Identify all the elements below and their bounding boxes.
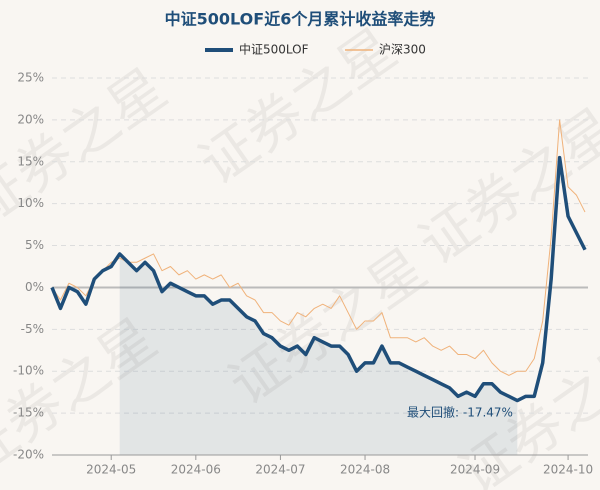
y-tick-label: 25% <box>17 71 44 85</box>
y-tick-label: 0% <box>25 280 44 294</box>
x-tick-label: 2024-08 <box>340 463 390 477</box>
y-tick-label: 5% <box>25 238 44 252</box>
legend-label: 中证500LOF <box>239 42 309 57</box>
chart-title: 中证500LOF近6个月累计收益率走势 <box>165 10 436 29</box>
series-line <box>50 155 587 403</box>
x-tick-label: 2024-05 <box>86 463 136 477</box>
series-line <box>51 119 586 376</box>
x-tick-label: 2024-10 <box>543 463 593 477</box>
legend-label: 沪深300 <box>379 43 426 57</box>
x-tick-label: 2024-07 <box>255 463 305 477</box>
y-tick-label: -5% <box>21 322 44 336</box>
drawdown-area <box>119 253 518 455</box>
x-tick-label: 2024-06 <box>171 463 221 477</box>
y-tick-label: 15% <box>17 154 44 168</box>
y-tick-label: -10% <box>13 364 44 378</box>
y-tick-label: -15% <box>13 406 44 420</box>
y-tick-label: 20% <box>17 112 44 126</box>
x-tick-label: 2024-09 <box>450 463 500 477</box>
y-tick-label: 10% <box>17 196 44 210</box>
drawdown-label: 最大回撤: -17.47% <box>407 405 513 420</box>
y-tick-label: -20% <box>13 448 44 462</box>
